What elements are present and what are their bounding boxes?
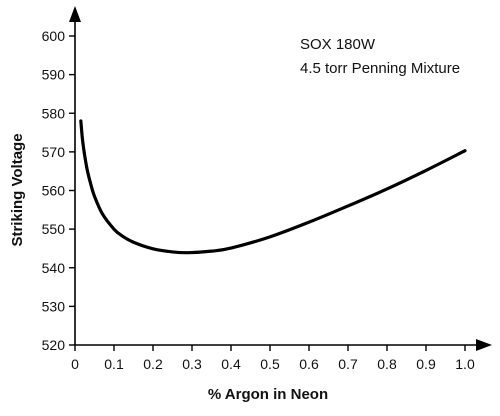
x-tick-label: 0.6 (299, 356, 319, 372)
series-line-0 (79, 119, 467, 255)
y-tick-label: 550 (42, 221, 66, 237)
y-tick-label: 570 (42, 144, 66, 160)
y-axis-title: Striking Voltage (9, 133, 26, 246)
y-axis-arrow (69, 6, 81, 22)
y-tick-label: 600 (42, 28, 66, 44)
x-tick-label: 0.2 (143, 356, 163, 372)
axes (69, 6, 492, 351)
x-tick-label: 0.9 (416, 356, 436, 372)
y-tick-label: 540 (42, 260, 66, 276)
y-tick-label: 530 (42, 298, 66, 314)
annotation-model: SOX 180W (300, 36, 376, 53)
series (79, 119, 467, 255)
y-tick-label: 560 (42, 183, 66, 199)
x-tick-label: 1.0 (455, 356, 475, 372)
x-tick-label: 0.8 (377, 356, 397, 372)
x-axis-arrow (476, 339, 492, 351)
annotation-mixture: 4.5 torr Penning Mixture (300, 60, 460, 77)
x-tick-label: 0 (71, 356, 79, 372)
y-tick-label: 520 (42, 337, 66, 353)
ticks: 0 0.1 0.2 0.3 0.4 0.5 0.6 0.7 0.8 0.9 1.0 520 530 540… (42, 28, 475, 372)
x-tick-label: 0.4 (221, 356, 241, 372)
y-tick-label: 580 (42, 105, 66, 121)
y-tick-label: 590 (42, 67, 66, 83)
x-tick-label: 0.5 (260, 356, 280, 372)
x-tick-label: 0.3 (182, 356, 202, 372)
x-axis-title: % Argon in Neon (208, 386, 328, 403)
x-tick-label: 0.7 (338, 356, 358, 372)
x-tick-label: 0.1 (104, 356, 124, 372)
